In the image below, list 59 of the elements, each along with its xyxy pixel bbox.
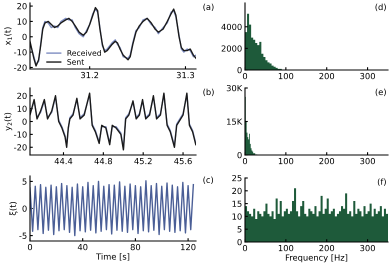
x-axis-title: Frequency [Hz]: [286, 254, 348, 262]
line-series: [30, 180, 194, 236]
x-tick-label: 200: [319, 244, 334, 252]
x-tick-label: 0: [242, 158, 248, 164]
y-tick-label: 10: [18, 106, 27, 112]
annotation: (f): [378, 178, 386, 186]
y-tick-label: 0: [237, 66, 242, 74]
y-tick-label: 20: [17, 3, 27, 10]
y-tick-label: 2000: [222, 45, 242, 52]
y-tick-label: 15K: [227, 118, 242, 125]
x-tick-label: 0: [28, 244, 32, 250]
x-tick-label: 44.4: [54, 158, 72, 164]
y-tick-label: 4000: [221, 24, 242, 30]
y-tick-label: 10: [18, 18, 27, 25]
y-tick-label: 25: [232, 174, 242, 182]
annotation: (e): [376, 88, 386, 96]
y-axis-title: y$_{2}$(t): [4, 112, 12, 131]
x-tick-label: 45.2: [134, 158, 152, 164]
x-tick-label: 300: [360, 158, 375, 164]
text: (a): [203, 4, 214, 12]
y-tick-label: 0: [22, 118, 27, 125]
x-tick-label: 31.3: [176, 72, 194, 78]
y-tick-label: -10: [14, 49, 27, 56]
x-axis-title: Time [s]: [96, 253, 130, 261]
y-tick-label: 0: [237, 238, 242, 246]
text: (c): [203, 176, 214, 184]
y-axis-title: x$_{1}$(t): [4, 27, 12, 46]
y-tick-label: 10: [232, 213, 242, 220]
x-tick-label: 300: [360, 72, 375, 80]
x-tick-label: 80: [130, 244, 140, 250]
x-tick-label: 100: [278, 72, 294, 80]
y-axis-title: ξ(t): [9, 202, 18, 216]
x-tick-label: 100: [278, 244, 294, 252]
y-tick-label: -10: [14, 131, 27, 138]
x-tick-label: 45.6: [174, 158, 192, 164]
y-tick-label: 5: [22, 178, 26, 185]
x-tick-label: 120: [181, 244, 196, 250]
x-tick-label: 300: [360, 244, 375, 252]
x-tick-label: 0: [242, 72, 248, 80]
y-tick-label: 20: [17, 92, 27, 100]
x-tick-label: 200: [319, 72, 334, 80]
text: (b): [203, 88, 214, 96]
x-tick-label: 40: [78, 244, 88, 250]
annotation: (d): [375, 4, 386, 12]
y-tick-label: -20: [14, 144, 27, 151]
y-tick-label: -20: [14, 64, 27, 71]
x-tick-label: 200: [319, 158, 334, 164]
y-tick-label: 0: [22, 34, 27, 40]
x-tick-label: 31.2: [81, 72, 98, 78]
y-tick-label: 0: [22, 205, 27, 212]
y-tick-label: 20: [232, 188, 242, 194]
x-tick-label: 44.8: [94, 158, 112, 164]
x-tick-label: 0: [242, 244, 248, 252]
x-tick-label: 100: [278, 158, 294, 164]
y-tick-label: 30K: [226, 84, 242, 92]
y-tick-label: 0: [237, 152, 242, 158]
y-tick-label: 15: [232, 200, 242, 207]
y-tick-label: 5: [238, 226, 242, 232]
y-tick-label: -5: [19, 232, 26, 239]
